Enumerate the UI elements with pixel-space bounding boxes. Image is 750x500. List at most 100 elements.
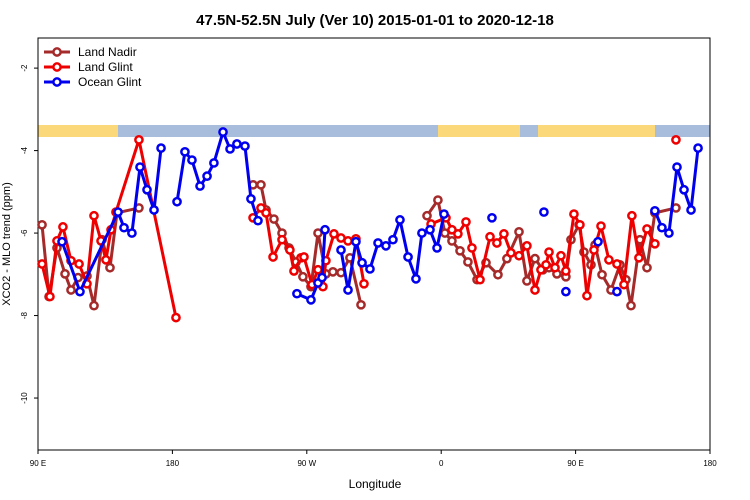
x-tick-label: 0 [439, 459, 444, 468]
data-point [74, 259, 84, 269]
data-point [530, 253, 540, 264]
data-point [313, 264, 323, 275]
data-point [514, 250, 524, 261]
data-point [232, 139, 242, 149]
data-point [642, 224, 652, 234]
data-point [240, 141, 250, 151]
data-point [693, 143, 703, 153]
data-point [411, 273, 421, 284]
data-point [634, 252, 644, 263]
data-point [475, 274, 485, 285]
x-axis-label: Longitude [349, 477, 402, 491]
data-point [612, 286, 622, 297]
x-tick-label: 90 E [567, 459, 583, 468]
data-point [425, 224, 435, 235]
data-point [66, 285, 76, 295]
data-point [202, 171, 212, 182]
data-point [58, 222, 68, 232]
data-point [357, 257, 367, 268]
data-point [268, 252, 278, 262]
x-tick-label: 90 E [30, 459, 46, 468]
data-point [539, 207, 549, 217]
data-point [261, 208, 271, 218]
data-point [506, 248, 516, 258]
data-point [589, 245, 599, 255]
data-point [292, 288, 302, 299]
data-point [299, 252, 309, 262]
data-point [467, 243, 477, 253]
data-point [317, 272, 327, 283]
data-point [388, 234, 398, 245]
data-point [343, 285, 353, 295]
data-point [550, 262, 560, 273]
data-point [597, 269, 607, 280]
y-tick-label: -8 [20, 311, 29, 319]
data-point [514, 226, 524, 237]
data-point [289, 266, 299, 276]
data-point [172, 196, 182, 207]
data-point [522, 241, 532, 251]
data-point [187, 155, 197, 165]
legend-marker [52, 62, 62, 72]
data-point [657, 222, 667, 233]
data-point [530, 285, 540, 295]
plot-frame [37, 37, 711, 451]
data-point [593, 236, 603, 247]
data-point [395, 215, 405, 225]
data-point [225, 144, 235, 154]
data-point [37, 259, 47, 269]
data-point [561, 266, 571, 276]
data-point [365, 264, 375, 274]
legend-label: Ocean Glint [78, 75, 142, 89]
data-point [156, 143, 166, 153]
data-point [253, 215, 263, 226]
data-point [105, 262, 115, 273]
y-tick-label: -10 [20, 392, 29, 404]
data-point [447, 236, 457, 246]
data-point [453, 229, 463, 239]
data-point [373, 238, 383, 248]
data-point [356, 299, 366, 310]
data-point [329, 229, 339, 239]
data-point [561, 286, 571, 297]
data-point [541, 259, 551, 270]
data-point [664, 228, 674, 238]
data-point [75, 286, 85, 297]
data-point [256, 179, 266, 190]
data-point [422, 210, 432, 221]
data-point [119, 222, 129, 233]
legend-label: Land Glint [78, 60, 133, 74]
data-point [127, 228, 137, 238]
data-point [604, 255, 614, 265]
data-point [149, 205, 159, 215]
data-point [626, 300, 636, 311]
data-point [381, 241, 391, 251]
data-point [522, 276, 532, 286]
data-point [635, 234, 645, 245]
data-point [134, 135, 144, 145]
data-point [171, 312, 181, 323]
y-axis-label: XCO2 - MLO trend (ppm) [1, 182, 13, 305]
y-tick-label: -2 [20, 64, 29, 72]
y-tick-label: -4 [20, 146, 29, 154]
data-point [455, 245, 465, 256]
y-tick-label: -6 [20, 229, 29, 237]
chart-title: 47.5N-52.5N July (Ver 10) 2015-01-01 to … [196, 12, 554, 29]
data-point [336, 245, 346, 255]
data-point [650, 238, 660, 249]
data-point [298, 271, 308, 282]
data-point [671, 135, 681, 145]
data-point [328, 266, 338, 277]
data-point [417, 228, 427, 238]
data-point [45, 291, 55, 302]
data-point [343, 236, 353, 246]
data-point [612, 259, 622, 269]
data-point [135, 162, 145, 172]
data-point [277, 234, 287, 245]
data-point [209, 158, 219, 168]
data-point [596, 221, 606, 231]
data-point [485, 231, 495, 242]
data-point [492, 238, 502, 248]
data-point [60, 269, 70, 279]
data-point [627, 210, 637, 221]
